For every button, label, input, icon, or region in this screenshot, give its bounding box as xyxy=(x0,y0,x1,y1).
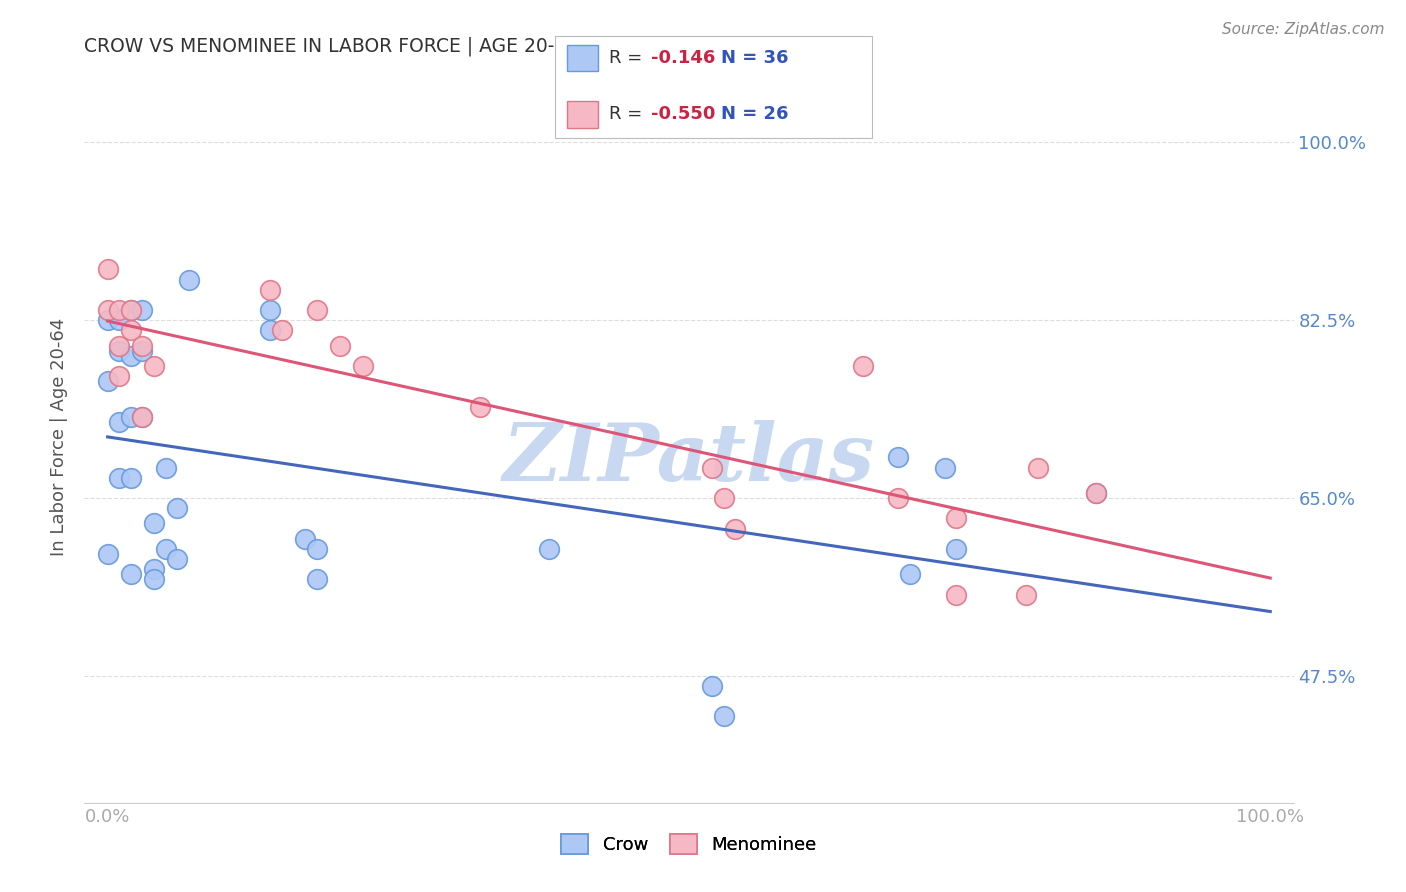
Point xyxy=(538,541,561,556)
Point xyxy=(702,460,724,475)
Text: CROW VS MENOMINEE IN LABOR FORCE | AGE 20-64 CORRELATION CHART: CROW VS MENOMINEE IN LABOR FORCE | AGE 2… xyxy=(84,37,787,56)
Text: N = 26: N = 26 xyxy=(721,105,789,123)
Point xyxy=(945,541,967,556)
Point xyxy=(1015,588,1038,602)
Text: -0.146: -0.146 xyxy=(651,49,716,67)
Point xyxy=(294,532,316,546)
Point xyxy=(120,349,142,363)
Point xyxy=(97,262,120,277)
Point xyxy=(155,460,177,475)
Point xyxy=(259,303,281,318)
Point xyxy=(120,303,142,318)
Point xyxy=(468,400,491,414)
Point xyxy=(852,359,875,373)
Point xyxy=(131,338,153,352)
Point xyxy=(1084,486,1107,500)
Point xyxy=(887,450,910,465)
Point xyxy=(713,491,735,505)
Point xyxy=(898,567,921,582)
Point xyxy=(724,521,747,535)
Point xyxy=(97,547,120,561)
Legend: Crow, Menominee: Crow, Menominee xyxy=(553,825,825,863)
Text: N = 36: N = 36 xyxy=(721,49,789,67)
Point xyxy=(887,491,910,505)
Point xyxy=(352,359,374,373)
Point xyxy=(702,679,724,693)
Text: -0.550: -0.550 xyxy=(651,105,716,123)
Point xyxy=(166,501,188,516)
Point xyxy=(131,409,153,424)
Point xyxy=(271,323,294,337)
Y-axis label: In Labor Force | Age 20-64: In Labor Force | Age 20-64 xyxy=(51,318,69,557)
Point xyxy=(120,409,142,424)
Point xyxy=(143,516,166,531)
Point xyxy=(120,303,142,318)
Point xyxy=(713,709,735,723)
Point xyxy=(259,283,281,297)
Point xyxy=(945,511,967,525)
Point xyxy=(120,323,142,337)
Point xyxy=(166,552,188,566)
Point xyxy=(108,303,131,318)
Text: R =: R = xyxy=(609,105,648,123)
Point xyxy=(155,541,177,556)
Point xyxy=(329,338,352,352)
Point xyxy=(177,272,200,286)
Point xyxy=(120,567,142,582)
Point xyxy=(143,572,166,586)
Point xyxy=(108,415,131,429)
Text: ZIPatlas: ZIPatlas xyxy=(503,420,875,498)
Point xyxy=(120,471,142,485)
Point xyxy=(1026,460,1049,475)
Point xyxy=(305,572,328,586)
Point xyxy=(131,409,153,424)
Point xyxy=(131,343,153,358)
Point xyxy=(108,369,131,384)
Point xyxy=(108,313,131,327)
Point xyxy=(108,471,131,485)
Point xyxy=(97,374,120,388)
Point xyxy=(108,343,131,358)
Point xyxy=(97,313,120,327)
Point xyxy=(143,562,166,576)
Point xyxy=(108,338,131,352)
Point xyxy=(945,588,967,602)
Point xyxy=(97,303,120,318)
Text: Source: ZipAtlas.com: Source: ZipAtlas.com xyxy=(1222,22,1385,37)
Text: R =: R = xyxy=(609,49,648,67)
Point xyxy=(1084,486,1107,500)
Point xyxy=(934,460,956,475)
Point xyxy=(259,323,281,337)
Point xyxy=(305,541,328,556)
Point xyxy=(131,303,153,318)
Point xyxy=(305,303,328,318)
Point xyxy=(143,359,166,373)
